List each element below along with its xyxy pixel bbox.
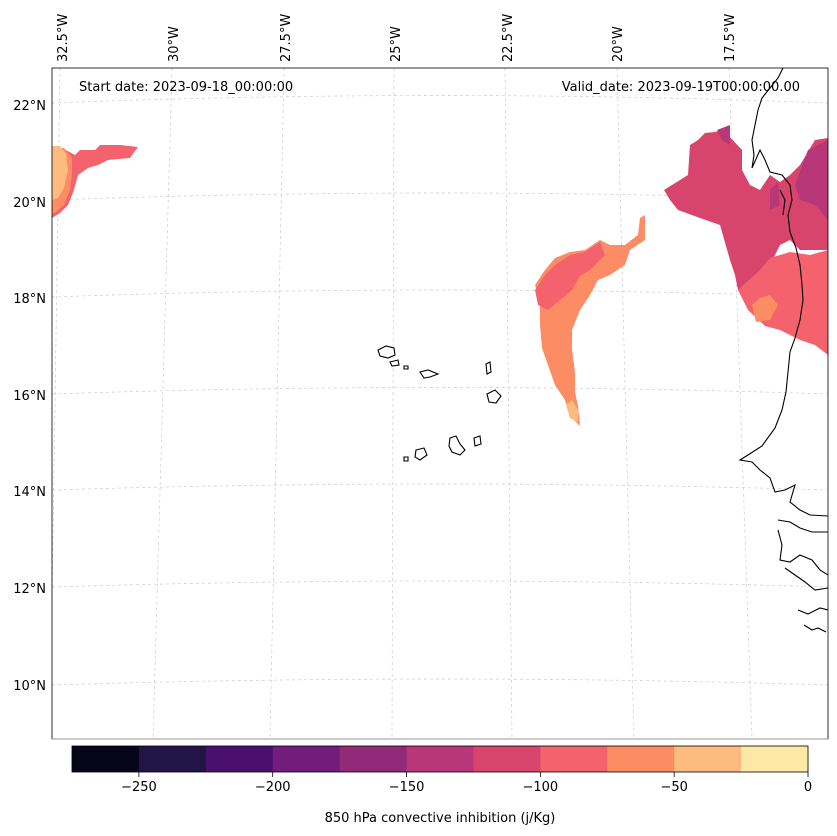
longitude-labels: 32.5°W 30°W 27.5°W 25°W 22.5°W 20°W 17.5… xyxy=(56,14,738,62)
colorbar-segment xyxy=(674,746,742,772)
colorbar xyxy=(72,746,809,772)
cin-field-northwest xyxy=(52,145,138,218)
lon-label-27-5w: 27.5°W xyxy=(279,14,294,62)
colorbar-frame xyxy=(71,745,809,773)
lon-label-22-5w: 22.5°W xyxy=(501,14,516,62)
lat-label-16n: 16°N xyxy=(13,389,46,404)
colorbar-ticks: −250 −200 −150 −100 −50 0 xyxy=(121,772,812,795)
lon-label-25w: 25°W xyxy=(389,26,404,62)
colorbar-segment xyxy=(540,746,608,772)
gridlines xyxy=(52,68,828,739)
colorbar-segment xyxy=(72,746,140,772)
lat-label-12n: 12°N xyxy=(13,582,46,597)
colorbar-segment xyxy=(406,746,474,772)
coastlines xyxy=(738,68,828,633)
lon-label-30w: 30°W xyxy=(167,26,182,62)
colorbar-tick-label: −100 xyxy=(523,780,559,795)
lat-label-18n: 18°N xyxy=(13,292,46,307)
colorbar-tick-label: −50 xyxy=(660,780,687,795)
colorbar-tick-label: −200 xyxy=(255,780,291,795)
lat-label-14n: 14°N xyxy=(13,485,46,500)
cin-field-central xyxy=(535,215,645,426)
colorbar-segment xyxy=(473,746,541,772)
colorbar-tick-label: 0 xyxy=(804,780,812,795)
latitude-labels: 22°N 20°N 18°N 16°N 14°N 12°N 10°N xyxy=(13,99,46,694)
colorbar-tick-label: −150 xyxy=(389,780,425,795)
colorbar-label: 850 hPa convective inhibition (j/Kg) xyxy=(325,811,556,826)
lat-label-10n: 10°N xyxy=(13,679,46,694)
colorbar-segment xyxy=(138,746,207,772)
colorbar-segment xyxy=(339,746,408,772)
lat-label-20n: 20°N xyxy=(13,196,46,211)
colorbar-segment xyxy=(741,746,809,772)
lat-label-22n: 22°N xyxy=(13,99,46,114)
cape-verde-islands xyxy=(377,345,502,462)
colorbar-segment xyxy=(272,746,341,772)
colorbar-segment xyxy=(205,746,274,772)
start-date-label: Start date: 2023-09-18_00:00:00 xyxy=(79,80,293,95)
colorbar-tick-label: −250 xyxy=(121,780,157,795)
cin-field-east xyxy=(664,125,828,355)
colorbar-segment xyxy=(607,746,675,772)
valid-date-label: Valid_date: 2023-09-19T00:00:00.00 xyxy=(562,80,800,95)
lon-label-17-5w: 17.5°W xyxy=(723,14,738,62)
lon-label-32-5w: 32.5°W xyxy=(56,14,71,62)
lon-label-20w: 20°W xyxy=(611,26,626,62)
